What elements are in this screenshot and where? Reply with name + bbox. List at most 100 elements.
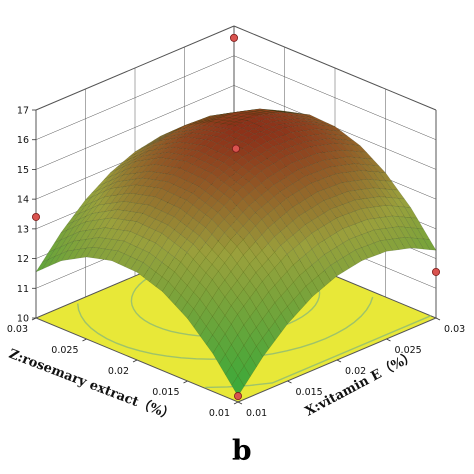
surface-facet <box>342 253 356 269</box>
surface-facet <box>348 190 362 201</box>
surface-facet <box>304 164 318 175</box>
surface-facet <box>228 125 243 133</box>
surface-facet <box>336 193 350 205</box>
surface-facet <box>104 209 118 220</box>
surface-facet <box>292 243 306 260</box>
surface-facet <box>255 299 269 320</box>
z-tick-label: 0.03 <box>7 324 28 335</box>
surface-facet <box>367 218 381 231</box>
wall-gridline <box>35 85 235 170</box>
surface-facet <box>317 189 331 201</box>
surface-facet <box>261 189 275 203</box>
surface-facet <box>153 147 168 155</box>
surface-facet <box>285 126 299 133</box>
surface-facet <box>92 247 106 259</box>
surface-facet <box>347 144 361 153</box>
surface-facet <box>373 240 387 254</box>
surface-facet <box>322 144 336 152</box>
surface-facet <box>98 238 112 250</box>
surface-facet <box>191 119 204 124</box>
surface-facet <box>222 135 237 143</box>
surface-facet <box>255 281 269 301</box>
surface-facet <box>280 306 294 325</box>
surface-facet <box>48 253 62 267</box>
surface-facet <box>280 226 294 241</box>
surface-facet <box>160 152 174 159</box>
surface-facet <box>280 240 294 255</box>
y-tick-label: 14 <box>17 195 29 206</box>
y-tick-label: 16 <box>17 135 29 146</box>
surface-facet <box>336 215 350 229</box>
surface-facet <box>328 134 343 140</box>
surface-facet <box>134 155 149 162</box>
surface-facet <box>305 233 319 250</box>
surface-facet <box>266 146 281 156</box>
surface-facet <box>166 159 181 168</box>
surface-facet <box>266 139 280 147</box>
surface-facet <box>262 329 276 350</box>
surface-facet <box>353 157 368 166</box>
surface-facet <box>360 157 374 166</box>
x-tick-mark <box>386 338 391 342</box>
surface-facet <box>209 122 224 128</box>
surface-facet <box>335 182 349 194</box>
response-surface <box>35 108 437 397</box>
surface-facet <box>179 148 193 156</box>
surface-facet <box>318 270 332 287</box>
panel-label: b <box>232 434 252 467</box>
surface-facet <box>342 202 356 214</box>
surface-facet <box>328 143 343 152</box>
surface-facet <box>260 123 274 130</box>
surface-facet <box>336 204 350 216</box>
surface-facet <box>329 158 343 167</box>
surface-facet <box>329 206 343 219</box>
surface-facet <box>254 171 268 184</box>
surface-facet <box>278 123 293 128</box>
surface-facet <box>248 140 262 150</box>
surface-facet <box>267 236 281 253</box>
surface-facet <box>222 112 236 116</box>
surface-facet <box>323 187 337 199</box>
surface-facet <box>116 168 130 179</box>
surface-facet <box>161 252 175 268</box>
surface-facet <box>148 207 162 220</box>
floor-contour <box>205 315 431 389</box>
surface-facet <box>267 222 281 238</box>
surface-facet <box>173 197 187 209</box>
surface-facet <box>236 239 250 256</box>
surface-facet <box>311 204 325 218</box>
surface-facet <box>272 129 286 138</box>
surface-facet <box>85 212 99 222</box>
wall-gridline <box>233 25 437 111</box>
surface-facet <box>317 254 331 271</box>
surface-facet <box>66 224 81 238</box>
design-point <box>431 267 440 276</box>
surface-facet <box>122 172 137 182</box>
surface-facet <box>78 202 93 215</box>
surface-facet <box>266 121 280 128</box>
surface-facet <box>72 204 87 217</box>
design-point <box>229 33 238 42</box>
surface-facet <box>135 165 149 174</box>
surface-facet <box>254 136 268 146</box>
surface-facet <box>272 124 286 131</box>
surface-facet <box>203 130 218 136</box>
surface-facet <box>310 162 324 173</box>
surface-facet <box>250 346 264 368</box>
surface-facet <box>323 175 337 188</box>
surface-facet <box>316 152 330 161</box>
surface-facet <box>234 116 249 120</box>
surface-facet <box>385 188 399 199</box>
x-tick-label: 0.03 <box>444 324 465 335</box>
surface-facet <box>354 208 368 222</box>
surface-facet <box>249 256 263 273</box>
surface-facet <box>366 164 380 173</box>
surface-facet <box>273 159 287 171</box>
surface-facet <box>298 199 312 213</box>
surface-facet <box>279 177 293 189</box>
surface-facet <box>256 337 270 358</box>
surface-facet <box>298 167 312 177</box>
surface-facet <box>392 238 406 250</box>
surface-facet <box>330 261 344 277</box>
surface-facet <box>353 144 368 153</box>
